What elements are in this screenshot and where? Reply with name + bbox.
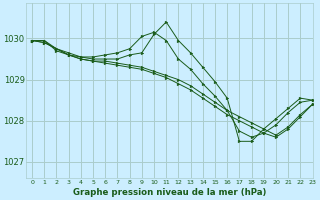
X-axis label: Graphe pression niveau de la mer (hPa): Graphe pression niveau de la mer (hPa) — [73, 188, 266, 197]
